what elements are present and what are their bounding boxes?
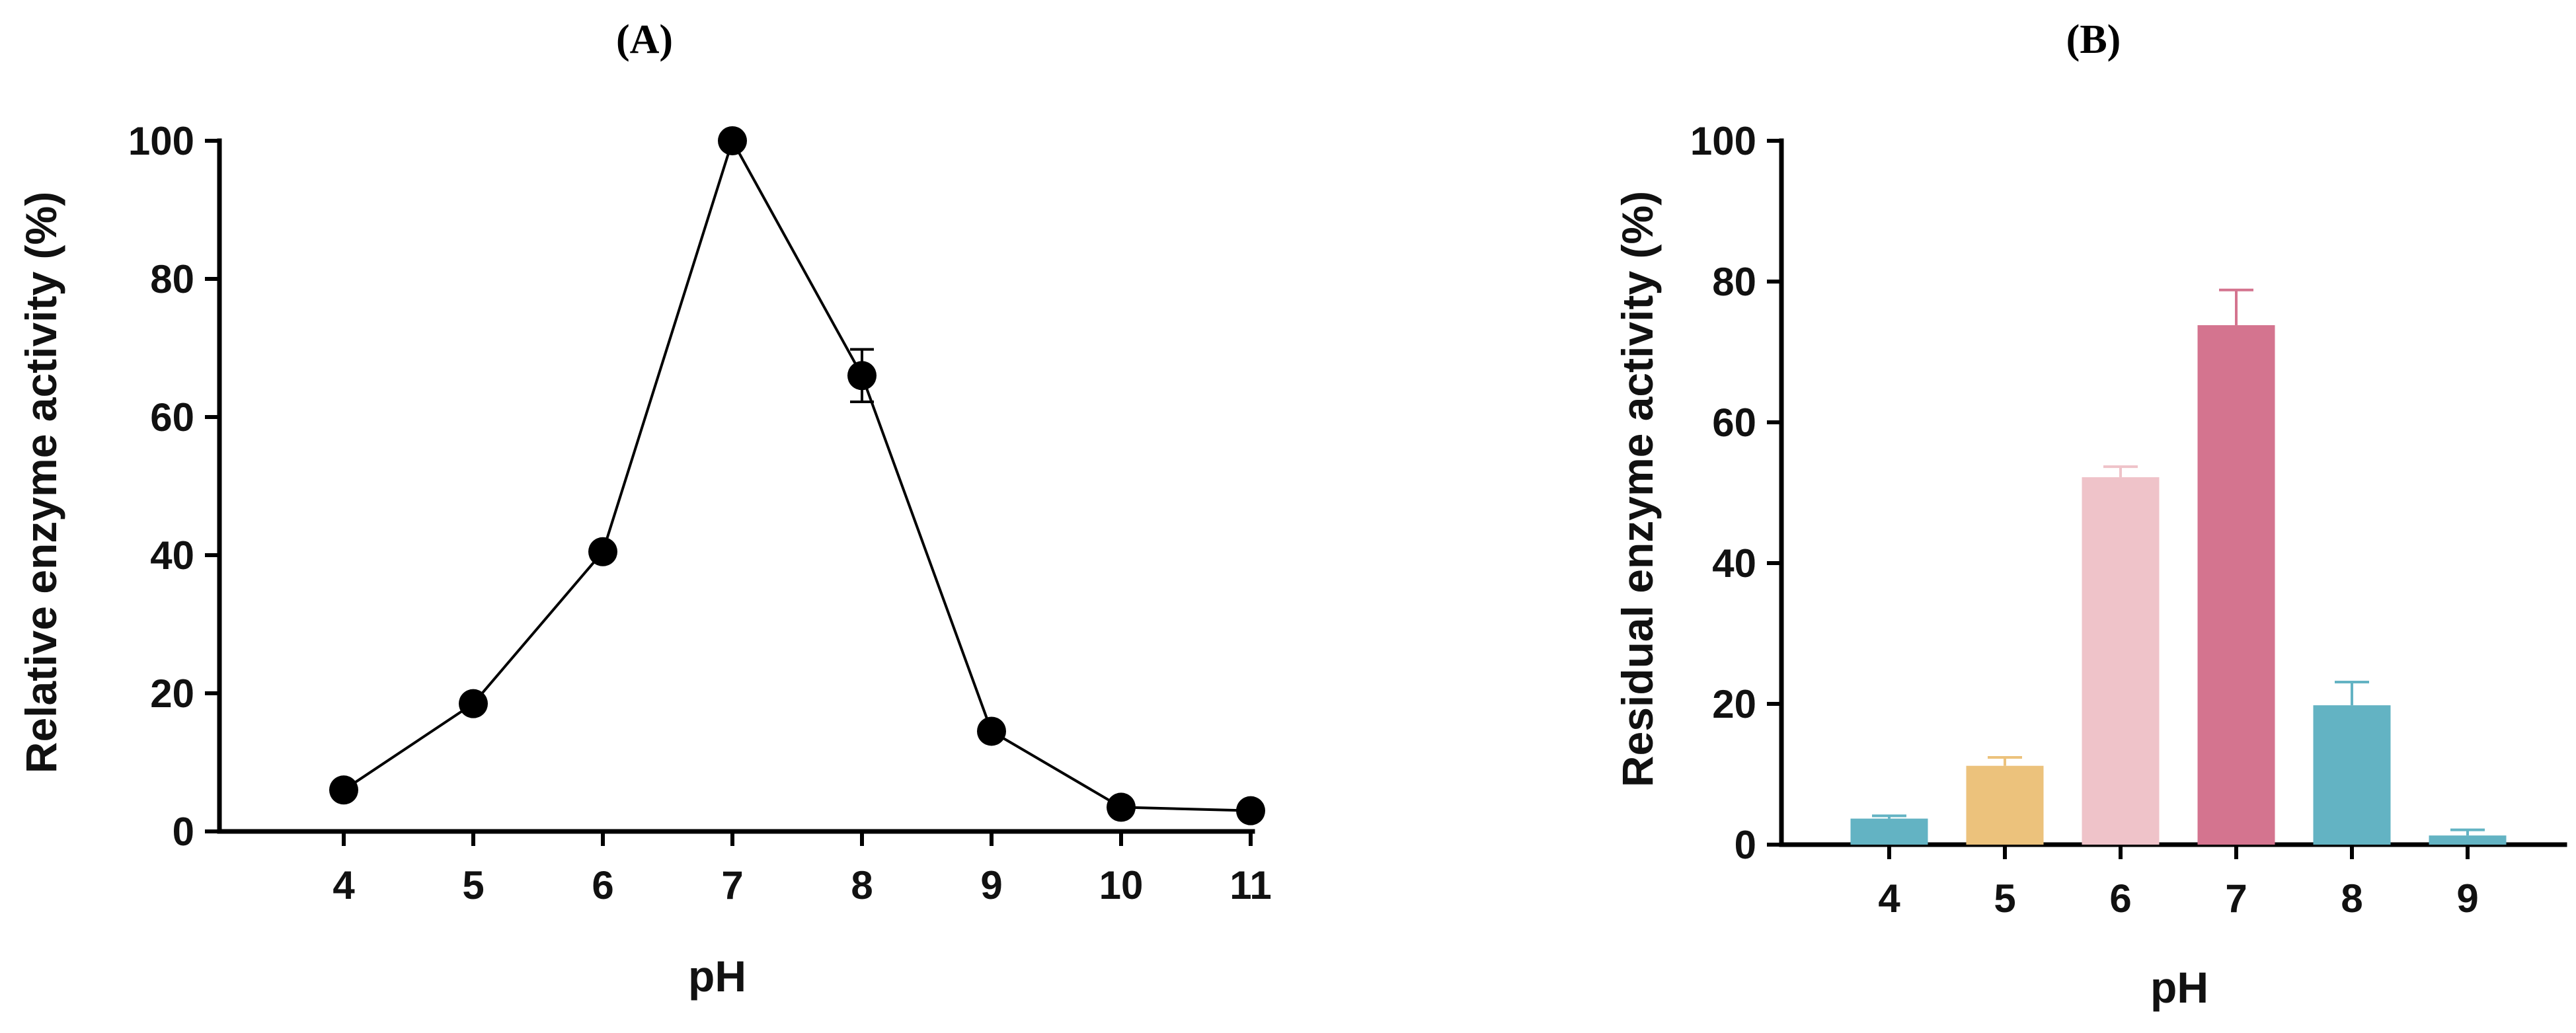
panel-b-bar xyxy=(2082,477,2160,845)
panel-a-x-tick-label: 8 xyxy=(851,863,873,907)
panel-b-x-tick-label: 7 xyxy=(2225,876,2247,921)
panel-a-x-axis-title: pH xyxy=(688,952,746,1001)
panel-b-y-tick-label: 0 xyxy=(1735,823,1756,867)
panel-b-bar xyxy=(2429,835,2507,845)
panel-a-data-point xyxy=(977,716,1006,746)
panel-a-x-tick-label: 10 xyxy=(1099,863,1144,907)
panel-b-chart: (B) Residual enzyme activity (%) pH 0 20 4… xyxy=(1613,17,2567,1012)
panel-b-y-ticks: 0 20 40 60 80 100 xyxy=(1690,119,1781,867)
panel-a-y-tick-label: 60 xyxy=(150,395,194,440)
panel-b-y-tick-label: 80 xyxy=(1712,260,1756,304)
panel-a-x-tick-label: 7 xyxy=(721,863,743,907)
panel-b-bar xyxy=(2313,705,2391,845)
panel-b-x-tick-label: 4 xyxy=(1878,876,1900,921)
panel-a-y-tick-label: 80 xyxy=(150,257,194,301)
panel-b-label: (B) xyxy=(2066,17,2121,62)
panel-a-x-ticks: 4 5 6 7 8 9 10 11 xyxy=(332,831,1272,907)
panel-a-x-tick-label: 9 xyxy=(980,863,1002,907)
panel-b-y-tick-label: 60 xyxy=(1712,401,1756,445)
panel-a-y-tick-label: 20 xyxy=(150,671,194,716)
panel-a-series-line xyxy=(342,137,1251,812)
panel-a-data-point xyxy=(459,689,488,718)
panel-b-bars xyxy=(1850,288,2507,845)
panel-a-data-point xyxy=(847,361,877,391)
panel-b-axes xyxy=(1779,138,2567,847)
panel-a-data-point xyxy=(329,775,358,805)
panel-a-data-point xyxy=(1236,796,1265,825)
panel-b-x-tick-label: 5 xyxy=(1994,876,2015,921)
panel-a-x-tick-label: 11 xyxy=(1229,863,1271,907)
panel-b-y-tick-label: 40 xyxy=(1712,541,1756,586)
panel-b-x-ticks: 4 5 6 7 8 9 xyxy=(1878,845,2479,921)
panel-a-x-tick-label: 5 xyxy=(462,863,484,907)
panel-a-data-point xyxy=(1107,792,1136,822)
panel-a-series xyxy=(329,126,1265,825)
panel-a-y-tick-label: 40 xyxy=(150,533,194,578)
panel-a-y-tick-label: 100 xyxy=(128,119,194,163)
panel-a-x-tick-label: 6 xyxy=(592,863,613,907)
panel-b-x-tick-label: 6 xyxy=(2109,876,2131,921)
panel-a-label: (A) xyxy=(616,17,673,62)
panel-b-bar xyxy=(1966,765,2044,845)
panel-b-bar xyxy=(1850,818,1928,845)
panel-a-y-ticks: 0 20 40 60 80 100 xyxy=(128,119,219,854)
panel-b-x-tick-label: 8 xyxy=(2341,876,2362,921)
panel-b-y-tick-label: 20 xyxy=(1712,682,1756,726)
panel-a-chart: (A) Relative enzyme activity (%) pH 0 20 4… xyxy=(17,17,1272,1001)
panel-a-y-tick-label: 0 xyxy=(173,810,194,854)
panel-b-x-tick-label: 9 xyxy=(2456,876,2478,921)
panel-b-bar xyxy=(2197,325,2275,845)
panel-b-y-tick-label: 100 xyxy=(1690,119,1756,163)
panel-a-data-point xyxy=(718,126,747,155)
panel-a-x-tick-label: 4 xyxy=(332,863,355,907)
panel-a-axes xyxy=(217,138,1255,834)
panel-a-y-axis-title: Relative enzyme activity (%) xyxy=(17,192,65,773)
panel-a-data-point xyxy=(588,537,617,566)
panel-b-y-axis-title: Residual enzyme activity (%) xyxy=(1613,191,1662,787)
panel-b-x-axis-title: pH xyxy=(2150,963,2208,1012)
